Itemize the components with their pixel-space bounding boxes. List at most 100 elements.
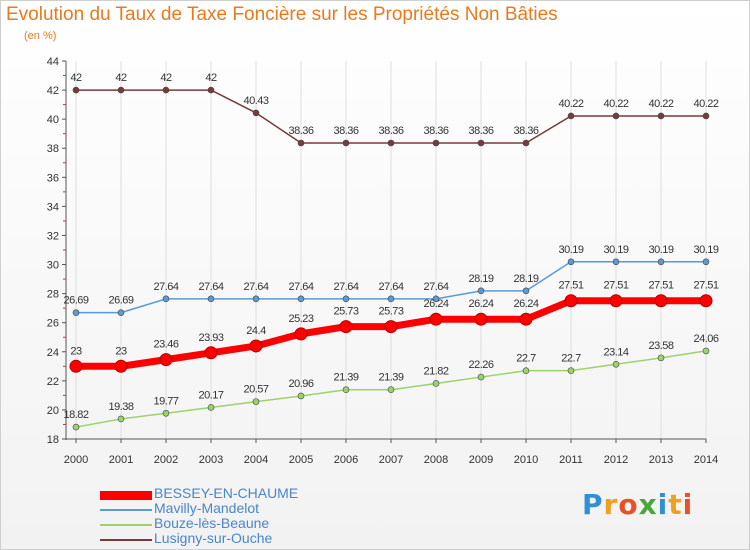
data-point [657, 112, 665, 120]
data-label: 24.4 [246, 325, 266, 337]
y-tick-label: 18 [47, 434, 59, 446]
data-point [432, 380, 440, 387]
y-tick-label: 26 [47, 318, 59, 330]
data-point [522, 367, 530, 374]
data-label: 40.22 [693, 98, 718, 110]
logo-letter: o [618, 488, 639, 521]
data-label: 27.64 [378, 281, 403, 293]
data-point [342, 139, 350, 147]
y-tick-label: 38 [47, 143, 59, 155]
data-point [429, 312, 443, 326]
data-point [702, 112, 710, 120]
data-point [702, 258, 710, 266]
data-point [249, 339, 263, 353]
legend-label: BESSEY-EN-CHAUME [154, 485, 299, 501]
data-point [657, 258, 665, 266]
x-tick-label: 2000 [64, 454, 88, 466]
data-label: 21.39 [378, 372, 403, 384]
data-point [612, 258, 620, 266]
data-label: 42 [205, 72, 217, 84]
data-label: 22.7 [561, 353, 581, 365]
x-tick-label: 2012 [604, 454, 628, 466]
data-label: 38.36 [378, 125, 403, 137]
x-tick-label: 2002 [154, 454, 178, 466]
legend-label: Bouze-lès-Beaune [154, 515, 270, 531]
data-label: 23.14 [603, 346, 628, 358]
data-point [654, 294, 668, 308]
data-point [612, 360, 620, 368]
data-label: 28.19 [513, 273, 538, 285]
data-label: 18.82 [63, 409, 88, 421]
data-point [252, 295, 260, 303]
data-label: 30.19 [648, 244, 673, 256]
data-point [432, 295, 440, 303]
data-point [609, 294, 623, 308]
data-label: 42 [70, 72, 82, 84]
data-label: 20.17 [198, 389, 223, 401]
data-point [159, 353, 173, 367]
data-label: 21.82 [423, 365, 448, 377]
proxiti-logo: Proxiti [582, 488, 693, 521]
data-point [114, 359, 128, 373]
data-point [477, 287, 485, 295]
logo-letter: i [657, 488, 669, 521]
data-label: 25.73 [378, 306, 403, 318]
data-label: 25.23 [288, 313, 313, 325]
x-tick-label: 2014 [694, 454, 718, 466]
legend-label: Lusigny-sur-Ouche [154, 530, 273, 546]
data-label: 23.93 [198, 332, 223, 344]
data-point [342, 295, 350, 303]
data-point [207, 86, 215, 94]
y-tick-label: 24 [47, 347, 59, 359]
data-label: 20.96 [288, 378, 313, 390]
data-label: 20.57 [243, 384, 268, 396]
y-tick-label: 44 [47, 56, 59, 68]
chart-subtitle: (en %) [24, 30, 57, 42]
y-tick-label: 22 [47, 376, 59, 388]
data-point [519, 312, 533, 326]
x-tick-label: 2001 [109, 454, 133, 466]
x-tick-label: 2010 [514, 454, 538, 466]
data-point [699, 294, 713, 308]
logo-letter: P [582, 488, 604, 521]
data-label: 26.69 [63, 295, 88, 307]
data-point [162, 409, 170, 417]
data-point [567, 367, 575, 374]
data-label: 38.36 [288, 125, 313, 137]
data-label: 27.64 [243, 281, 268, 293]
logo-letter: t [668, 488, 683, 521]
data-label: 23.46 [153, 339, 178, 351]
data-label: 25.73 [333, 306, 358, 318]
data-point [657, 354, 665, 362]
logo-letter: x [638, 488, 658, 521]
data-label: 21.39 [333, 372, 358, 384]
data-label: 26.24 [423, 298, 448, 310]
data-point [522, 287, 530, 295]
data-point [117, 415, 125, 423]
data-point [387, 386, 395, 394]
x-tick-label: 2004 [244, 454, 268, 466]
x-tick-label: 2005 [289, 454, 313, 466]
y-tick-label: 32 [47, 230, 59, 242]
y-tick-label: 30 [47, 260, 59, 272]
data-label: 30.19 [693, 244, 718, 256]
data-label: 23 [70, 345, 82, 357]
logo-letter: i [682, 488, 694, 521]
legend-item: Bouze-lès-Beaune [100, 515, 340, 531]
legend-swatch [100, 490, 152, 500]
data-point [294, 327, 308, 341]
data-point [252, 109, 260, 117]
data-point [117, 86, 125, 94]
y-tick-label: 20 [47, 405, 59, 417]
x-tick-label: 2009 [469, 454, 493, 466]
x-tick-label: 2013 [649, 454, 673, 466]
data-point [522, 139, 530, 147]
data-point [612, 112, 620, 120]
x-tick-label: 2006 [334, 454, 358, 466]
y-tick-label: 36 [47, 172, 59, 184]
data-point [297, 139, 305, 147]
data-label: 27.64 [333, 281, 358, 293]
legend-swatch [100, 524, 152, 526]
data-point [297, 392, 305, 400]
